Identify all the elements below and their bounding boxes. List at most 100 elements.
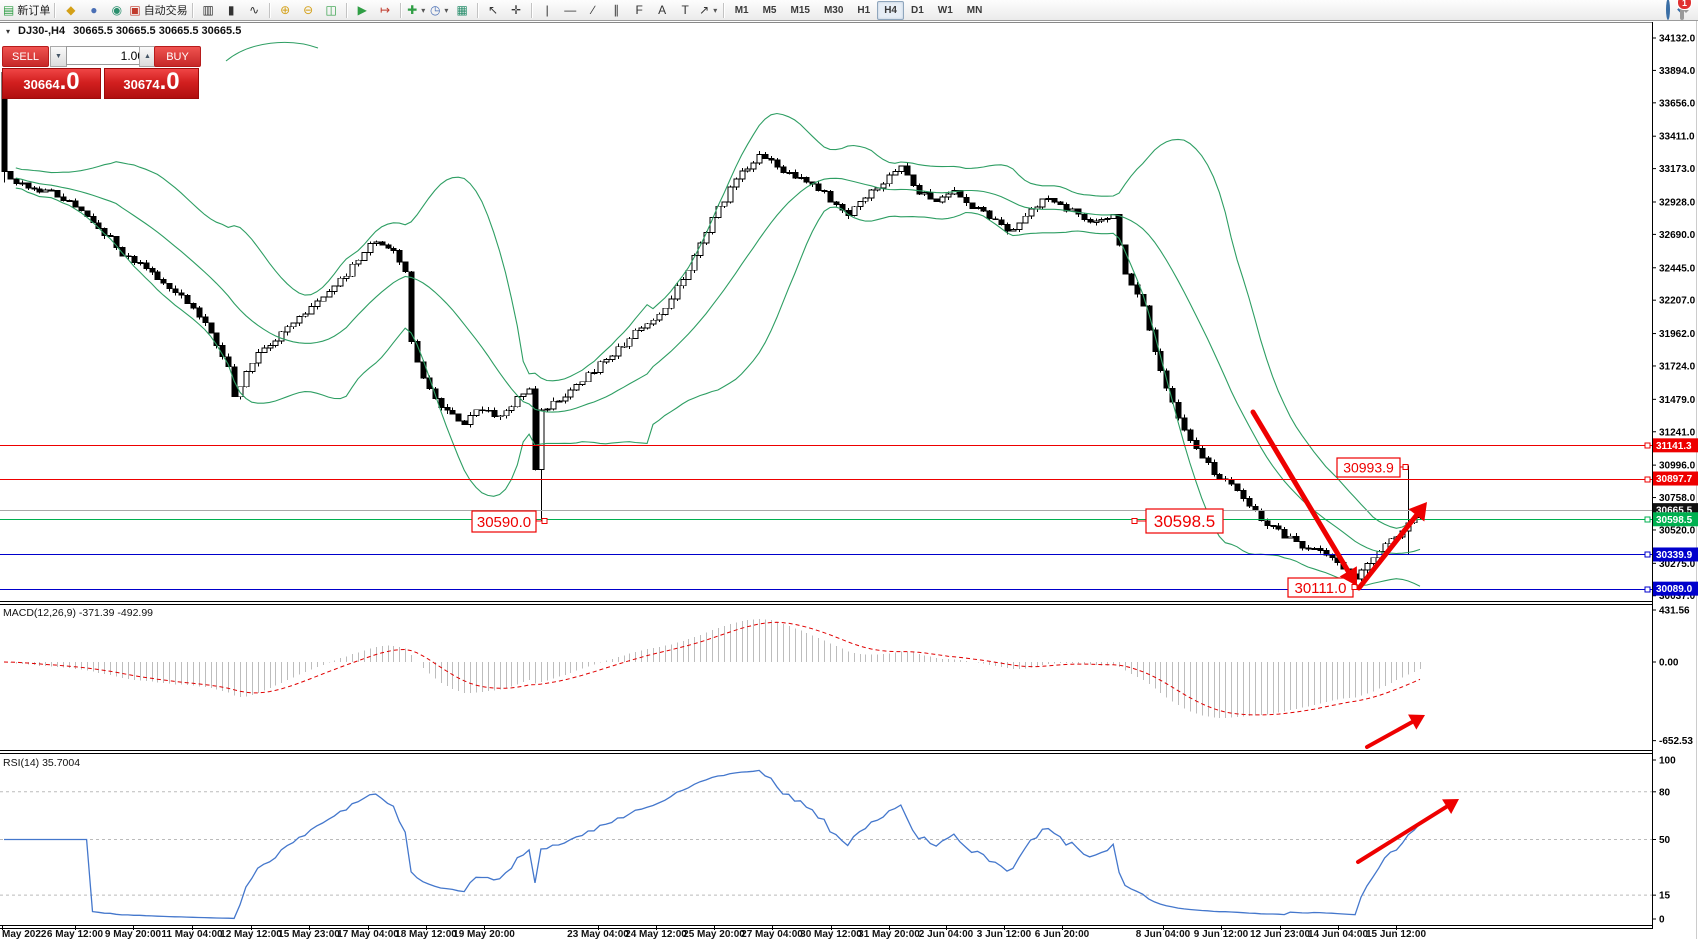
timeframe-button-h1[interactable]: H1 <box>857 4 871 16</box>
time-tick-label: 24 May 12:00 <box>625 929 687 939</box>
trend-arrow-head <box>1408 714 1425 730</box>
auto-scroll-button[interactable]: ▶ <box>351 0 374 20</box>
current-price-badge-label: 30665.5 <box>1656 506 1693 517</box>
buy-price-display[interactable]: 30674 .0 <box>104 68 199 99</box>
time-tick-label: 17 May 04:00 <box>337 929 399 939</box>
indicators-button[interactable]: ✚ ▾ <box>405 0 428 20</box>
trend-arrow-shaft <box>1356 804 1449 864</box>
timeframe-button-m30[interactable]: M30 <box>823 4 844 16</box>
annotation-label: 30590.0 <box>477 514 531 531</box>
time-tick-label: 15 May 23:00 <box>278 929 340 939</box>
rsi-line <box>4 769 1421 920</box>
price-badge <box>1653 512 1698 527</box>
timeframe-button-d1[interactable]: D1 <box>911 4 924 16</box>
auto-scroll-icon: ▶ <box>357 3 367 17</box>
horizontal-line-tool[interactable]: ― <box>559 0 582 20</box>
bollinger-middle <box>15 177 1421 555</box>
sound-alert-button[interactable]: ◆ <box>59 0 82 20</box>
time-tick-label: 8 Jun 04:00 <box>1136 929 1191 939</box>
notifications-button[interactable]: 1 <box>1677 0 1692 20</box>
time-tick-label: 19 May 20:00 <box>453 929 515 939</box>
new-order-label: 新订单 <box>17 5 51 17</box>
time-tick-label: 6 Jun 20:00 <box>1035 929 1090 939</box>
symbol-period-label: DJ30-,H4 <box>18 25 66 37</box>
timeframe-button-m1[interactable]: M1 <box>734 4 749 16</box>
trendline-tool[interactable]: ∕ <box>582 0 605 20</box>
zoom-out-button[interactable]: ⊖ <box>297 0 320 20</box>
channel-tool[interactable]: ∥ <box>605 0 628 20</box>
rsi-label: RSI(14) 35.7004 <box>3 757 80 769</box>
bar-chart-button[interactable]: ▥ <box>197 0 220 20</box>
spin-up-icon: ▲ <box>144 53 151 60</box>
crosshair-icon: ✛ <box>511 3 522 17</box>
periods-button[interactable]: ◷ ▾ <box>428 0 451 20</box>
timeframe-button-h4[interactable]: H4 <box>877 0 904 20</box>
horizontal-line-icon: ― <box>564 3 577 17</box>
bar-chart-icon: ▥ <box>202 3 214 17</box>
sell-button[interactable]: SELL <box>2 46 49 67</box>
price-tick-label: 30996.0 <box>1659 461 1696 472</box>
toolbar-separator <box>191 2 194 18</box>
chat-icon <box>1680 0 1684 20</box>
volume-input[interactable] <box>66 46 149 65</box>
sell-price-display[interactable]: 30664 .0 <box>2 68 101 99</box>
price-tick-label: 33894.0 <box>1659 66 1696 77</box>
time-tick-label: 9 May 20:00 <box>105 929 162 939</box>
zoom-in-button[interactable]: ⊕ <box>274 0 297 20</box>
fibonacci-tool[interactable]: F <box>628 0 651 20</box>
autotrading-button[interactable]: ▣ 自动交易 <box>128 0 188 20</box>
time-axis: May 2022 6 May 12:00 9 May 20:00 11 May 04:… <box>2 926 1426 939</box>
time-tick-label: 23 May 04:00 <box>567 929 629 939</box>
vertical-line-tool[interactable]: | <box>536 0 559 20</box>
spin-down-icon: ▼ <box>55 53 62 60</box>
price-tick-label: 30275.0 <box>1659 559 1696 570</box>
cursor-tool-button[interactable]: ↖ <box>482 0 505 20</box>
text-tool[interactable]: A <box>651 0 674 20</box>
profile-button[interactable]: ● <box>82 0 105 20</box>
buy-price-pips: .0 <box>159 68 180 95</box>
toolbar-separator <box>722 2 725 18</box>
price-tick-label: 33173.0 <box>1659 164 1696 175</box>
templates-button[interactable]: ▦ <box>451 0 474 20</box>
timeframe-button-mn[interactable]: MN <box>966 4 983 16</box>
vertical-line-icon: | <box>545 3 549 17</box>
price-axis: 34132.0 33894.0 33656.0 33411.0 33173.0 32928… <box>1652 34 1698 926</box>
bollinger-upper <box>15 112 1421 529</box>
macd-tick-label: -652.53 <box>1659 736 1693 747</box>
arrows-tool[interactable]: ↗ ▾ <box>697 0 720 20</box>
ohlc-values: 30665.5 30665.5 30665.5 30665.5 <box>73 25 242 37</box>
community-icon: ◉ <box>111 3 123 17</box>
level-badge-label: 30598.5 <box>1656 515 1693 526</box>
community-button[interactable]: ◉ <box>105 0 128 20</box>
label-tool[interactable]: T <box>674 0 697 20</box>
timeframe-button-m5[interactable]: M5 <box>762 4 777 16</box>
time-tick-label: 11 May 04:00 <box>161 929 223 939</box>
chart-shift-button[interactable]: ↦ <box>374 0 397 20</box>
price-badge <box>1653 438 1698 453</box>
rsi-tick-label: 100 <box>1659 756 1676 767</box>
timeframe-button-m15[interactable]: M15 <box>790 4 810 16</box>
tile-windows-button[interactable]: ◫ <box>320 0 343 20</box>
level-badge-label: 31141.3 <box>1656 441 1692 452</box>
line-chart-button[interactable]: ∿ <box>243 0 266 20</box>
timeframe-button-w1[interactable]: W1 <box>937 4 953 16</box>
chevron-down-icon: ▾ <box>713 5 718 15</box>
crosshair-tool-button[interactable]: ✛ <box>505 0 528 20</box>
chevron-down-icon: ▾ <box>444 5 449 15</box>
annotation-anchor <box>1131 518 1138 524</box>
time-tick-label: 3 Jun 12:00 <box>977 929 1032 939</box>
time-tick-label: 18 May 12:00 <box>395 929 457 939</box>
text-icon: A <box>658 3 667 17</box>
buy-button[interactable]: BUY <box>154 46 201 67</box>
level-line-handle <box>1644 586 1651 593</box>
volume-decrease-button[interactable]: ▼ <box>50 46 67 67</box>
trend-arrow-head <box>1339 566 1357 586</box>
macd-histogram <box>9 619 1422 719</box>
candlestick-chart-button[interactable]: ▮ <box>220 0 243 20</box>
search-button[interactable] <box>1666 0 1670 20</box>
fibonacci-icon: F <box>635 3 643 17</box>
new-order-button[interactable]: ▤ 新订单 <box>2 0 51 20</box>
time-tick-label: 9 Jun 12:00 <box>1194 929 1249 939</box>
